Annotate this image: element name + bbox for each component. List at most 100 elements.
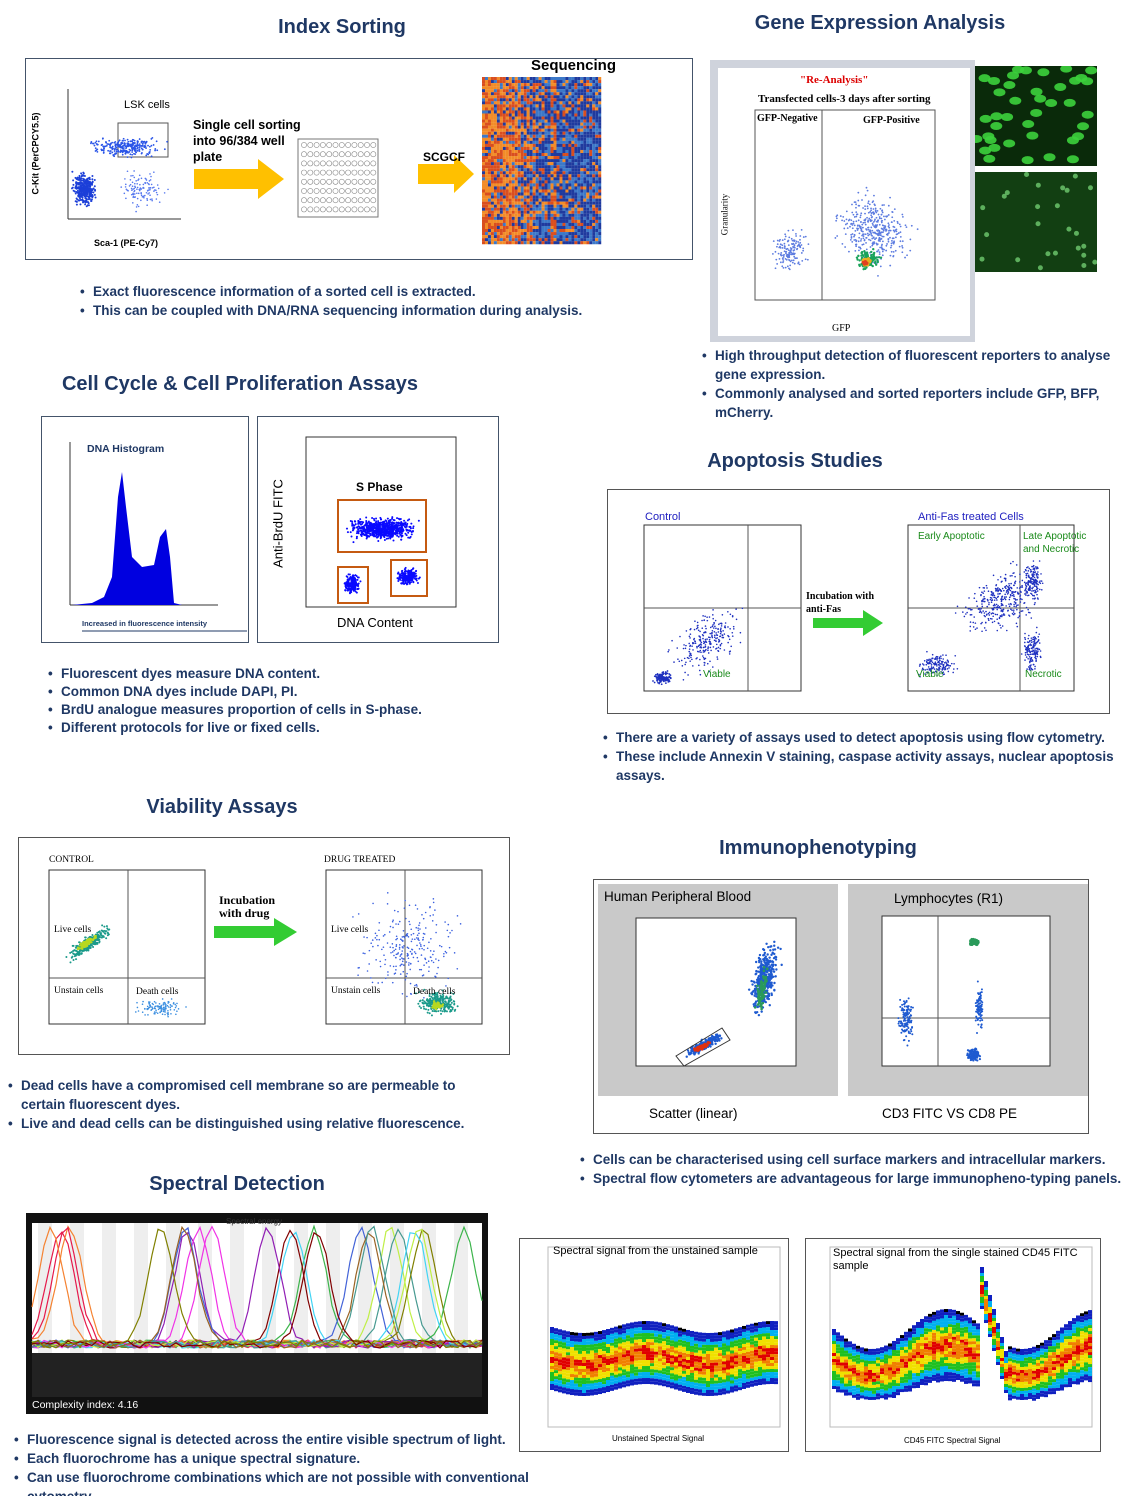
well [345,142,351,148]
cell [517,80,521,84]
plot-frame [305,436,457,608]
well [332,206,339,213]
cell [550,153,554,157]
dot [866,189,869,192]
cell [574,113,578,117]
cell [514,204,518,208]
cell [511,110,515,114]
cell [598,128,602,132]
cell [523,77,527,81]
cell [482,140,485,144]
cell [526,219,530,223]
cell [571,122,575,126]
cell [592,119,596,123]
dot [357,522,360,525]
cell [514,125,518,129]
dot [864,218,867,221]
cell [577,119,581,123]
cell [595,238,599,242]
well [338,206,345,213]
cell [487,232,491,236]
cell [520,216,524,220]
dot [878,216,881,218]
cell [520,201,524,205]
cell [496,192,500,196]
cell [580,140,584,144]
cell [568,159,572,163]
cell [571,89,575,93]
cell [553,219,557,223]
cell [568,201,572,205]
cell [526,125,530,129]
bullet: This can be coupled with DNA/RNA sequenc… [80,301,582,320]
cell [553,110,557,114]
cell [523,149,527,154]
dot [901,245,903,247]
cell [482,149,485,154]
cell [568,107,572,111]
dot [96,143,99,146]
cell [580,107,584,111]
cell [499,125,503,129]
dot [115,152,118,155]
cell [541,162,545,166]
dot [887,204,890,207]
cell [547,95,551,99]
cell [523,219,527,223]
section-title: Gene Expression Analysis [754,12,1006,34]
cell [544,92,548,96]
cell [520,101,524,105]
dot [884,229,887,232]
cell [514,201,518,205]
cell [496,143,500,147]
well [301,151,307,158]
cell [499,113,503,117]
cell [541,204,545,208]
cell [535,119,539,123]
cell [550,107,554,111]
cell [544,86,548,90]
cell [487,168,491,172]
cell [532,128,536,132]
cell [577,241,581,245]
cell [505,213,509,217]
cell [550,186,554,190]
cell [511,189,515,193]
cell [586,210,590,214]
dot [103,145,105,148]
dot [75,187,78,190]
cell [586,104,590,108]
dot [370,523,373,526]
cell [538,98,542,102]
cell [562,168,566,172]
cell [496,113,500,117]
cell [511,183,515,187]
dot [858,264,861,268]
dot [790,249,792,251]
cell [508,183,512,187]
dot [784,235,787,238]
cell [517,171,521,175]
cell [538,125,542,129]
cell [553,162,557,166]
cell [529,186,533,190]
dot [782,255,785,258]
cell [577,98,581,102]
cell [511,180,515,184]
cell [484,143,488,147]
dot [881,235,884,238]
dot [401,582,404,585]
dot [136,197,139,200]
cell [574,156,578,160]
cell [559,128,563,132]
cell [562,210,566,214]
cell [565,174,569,178]
cell [559,83,563,87]
cell [556,116,560,120]
dot [373,519,376,522]
cell [541,210,545,214]
dot [901,251,904,254]
cell [556,143,560,147]
cell [499,201,503,205]
cell [514,195,518,199]
